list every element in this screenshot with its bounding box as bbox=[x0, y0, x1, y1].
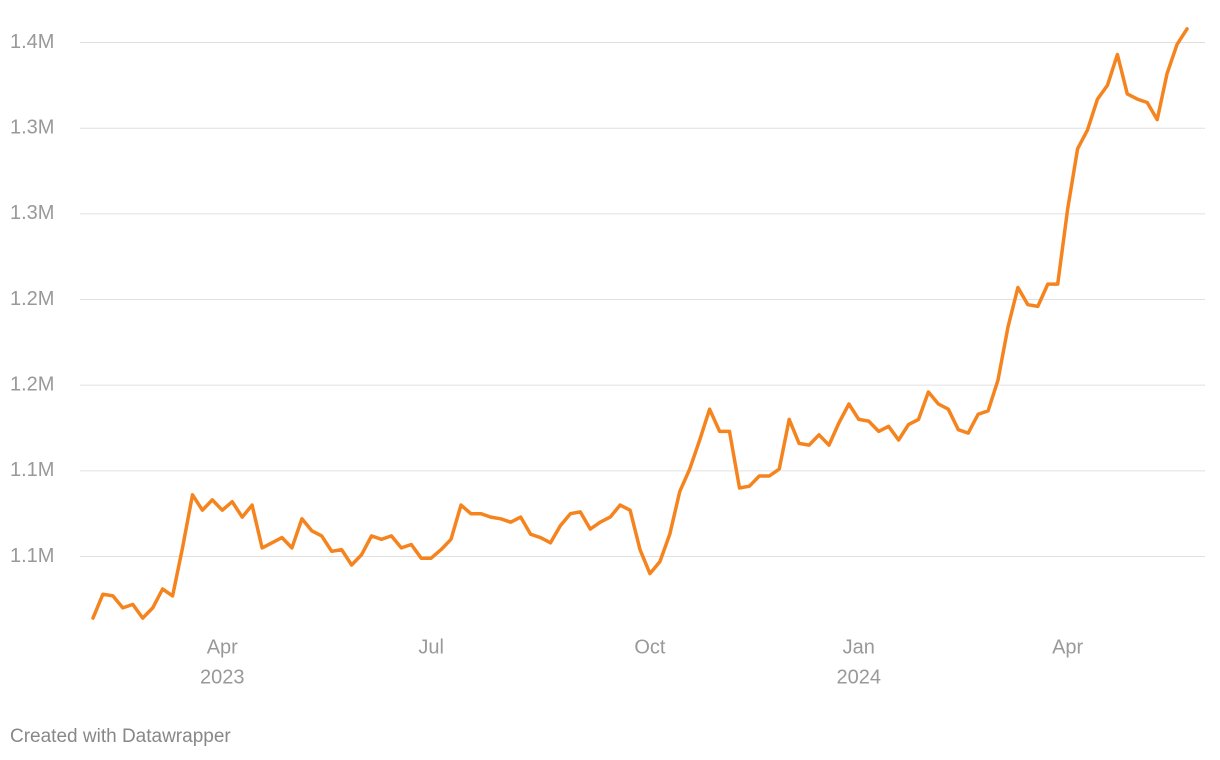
credit: Created with Datawrapper bbox=[10, 726, 231, 747]
x-tick-label: Apr bbox=[207, 636, 238, 658]
x-year-label: 2024 bbox=[837, 666, 882, 688]
y-tick-label: 1.2M bbox=[10, 373, 54, 395]
y-tick-label: 1.3M bbox=[10, 202, 54, 224]
x-tick-label: Jan bbox=[843, 636, 875, 658]
x-tick-label: Jul bbox=[418, 636, 444, 658]
y-tick-label: 1.2M bbox=[10, 288, 54, 310]
x-year-label: 2023 bbox=[200, 666, 245, 688]
y-tick-label: 1.1M bbox=[10, 545, 54, 567]
y-tick-label: 1.1M bbox=[10, 459, 54, 481]
line bbox=[91, 27, 1189, 620]
x-tick-label: Apr bbox=[1052, 636, 1083, 658]
x-tick-label: Oct bbox=[634, 636, 666, 658]
y-tick-label: 1.3M bbox=[10, 116, 54, 138]
y-tick-label: 1.4M bbox=[10, 31, 54, 53]
